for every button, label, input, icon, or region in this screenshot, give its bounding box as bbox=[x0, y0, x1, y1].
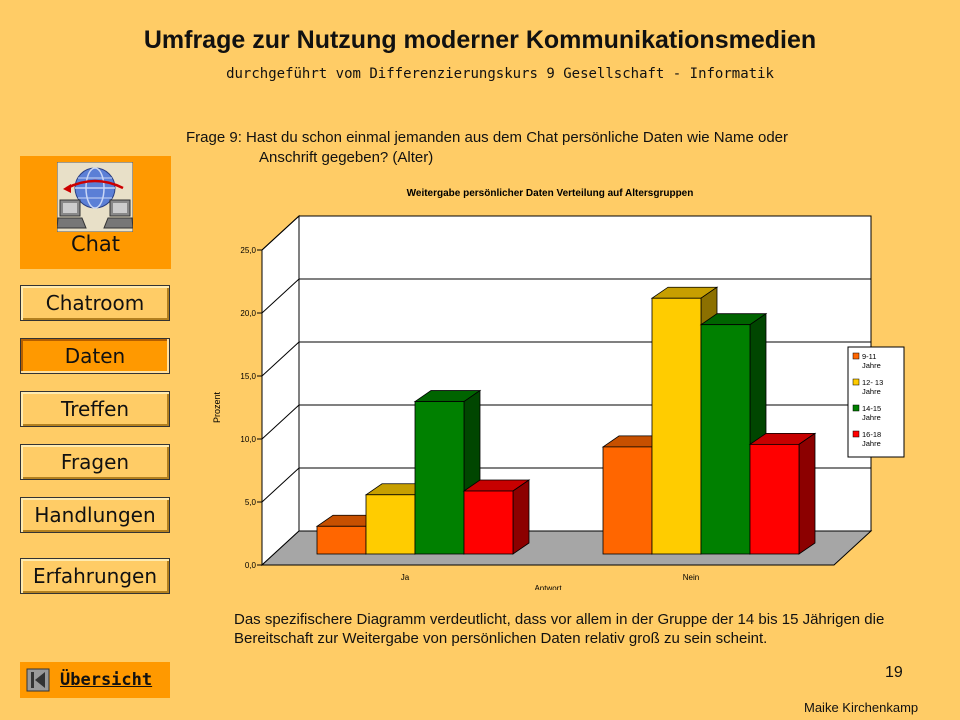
bar-1-3 bbox=[749, 443, 800, 555]
legend-label: 14-15 bbox=[862, 404, 881, 413]
x-tick-label: Ja bbox=[401, 573, 410, 582]
y-tick-label: 20,0 bbox=[240, 309, 256, 318]
legend-box bbox=[847, 346, 905, 458]
legend-label-unit: Jahre bbox=[862, 361, 881, 370]
author-name: Maike Kirchenkamp bbox=[804, 700, 919, 715]
bar-0-2 bbox=[414, 401, 465, 555]
bar-0-0 bbox=[316, 525, 367, 555]
bar-side-1-3 bbox=[798, 432, 816, 555]
bar-chart: Weitergabe persönlicher Daten Verteilung… bbox=[212, 188, 905, 590]
y-tick-label: 15,0 bbox=[240, 372, 256, 381]
legend-swatch bbox=[852, 352, 860, 360]
chart-title: Weitergabe persönlicher Daten Verteilung… bbox=[407, 188, 694, 199]
legend-label: 16-18 bbox=[862, 430, 881, 439]
nav-handlungen-button[interactable]: Handlungen bbox=[20, 497, 170, 533]
legend-label-unit: Jahre bbox=[862, 387, 881, 396]
chat-section-tile[interactable]: Chat bbox=[20, 156, 171, 269]
bar-1-2 bbox=[700, 324, 751, 555]
bar-0-3 bbox=[463, 490, 514, 555]
page-title: Umfrage zur Nutzung moderner Kommunikati… bbox=[143, 26, 817, 54]
y-tick-label: 5,0 bbox=[245, 498, 257, 507]
legend-label-unit: Jahre bbox=[862, 439, 881, 448]
x-axis-label: Antwort bbox=[534, 584, 562, 590]
page-subtitle: durchgeführt vom Differenzierungskurs 9 … bbox=[226, 66, 774, 82]
overview-button[interactable]: Übersicht bbox=[20, 662, 170, 698]
overview-label: Übersicht bbox=[60, 670, 153, 690]
legend-label-unit: Jahre bbox=[862, 413, 881, 422]
nav-treffen-button[interactable]: Treffen bbox=[20, 391, 170, 427]
chat-computers-icon bbox=[57, 162, 133, 232]
nav-daten-button[interactable]: Daten bbox=[20, 338, 170, 374]
back-arrow-icon bbox=[26, 668, 50, 692]
nav-erfahrungen-button[interactable]: Erfahrungen bbox=[20, 558, 170, 594]
bar-1-1 bbox=[651, 297, 702, 555]
nav-chatroom-button[interactable]: Chatroom bbox=[20, 285, 170, 321]
chat-section-label: Chat bbox=[70, 232, 121, 256]
legend-label: 9-11 bbox=[862, 352, 876, 361]
description-text: Das spezifischere Diagramm verdeutlicht,… bbox=[234, 611, 885, 647]
bar-side-0-3 bbox=[512, 479, 530, 555]
legend-swatch bbox=[852, 404, 860, 412]
gridline bbox=[261, 278, 871, 314]
nav-fragen-button[interactable]: Fragen bbox=[20, 444, 170, 480]
y-tick-label: 0,0 bbox=[245, 561, 257, 570]
legend-swatch bbox=[852, 378, 860, 386]
slide-number: 19 bbox=[885, 664, 903, 681]
bar-0-1 bbox=[365, 494, 416, 555]
plot-side-wall bbox=[261, 214, 300, 567]
legend-swatch bbox=[852, 430, 860, 438]
gridline bbox=[261, 215, 871, 251]
y-axis-label: Prozent bbox=[212, 391, 222, 423]
question-line-2: Anschrift gegeben? (Alter) bbox=[259, 149, 434, 166]
y-tick-label: 25,0 bbox=[240, 246, 256, 255]
bar-1-0 bbox=[602, 446, 653, 555]
y-tick-label: 10,0 bbox=[240, 435, 256, 444]
legend-label: 12- 13 bbox=[862, 378, 883, 387]
question-line-1: Frage 9: Hast du schon einmal jemanden a… bbox=[186, 129, 788, 146]
question-text: Frage 9: Hast du schon einmal jemanden a… bbox=[186, 128, 946, 168]
x-tick-label: Nein bbox=[683, 573, 699, 582]
